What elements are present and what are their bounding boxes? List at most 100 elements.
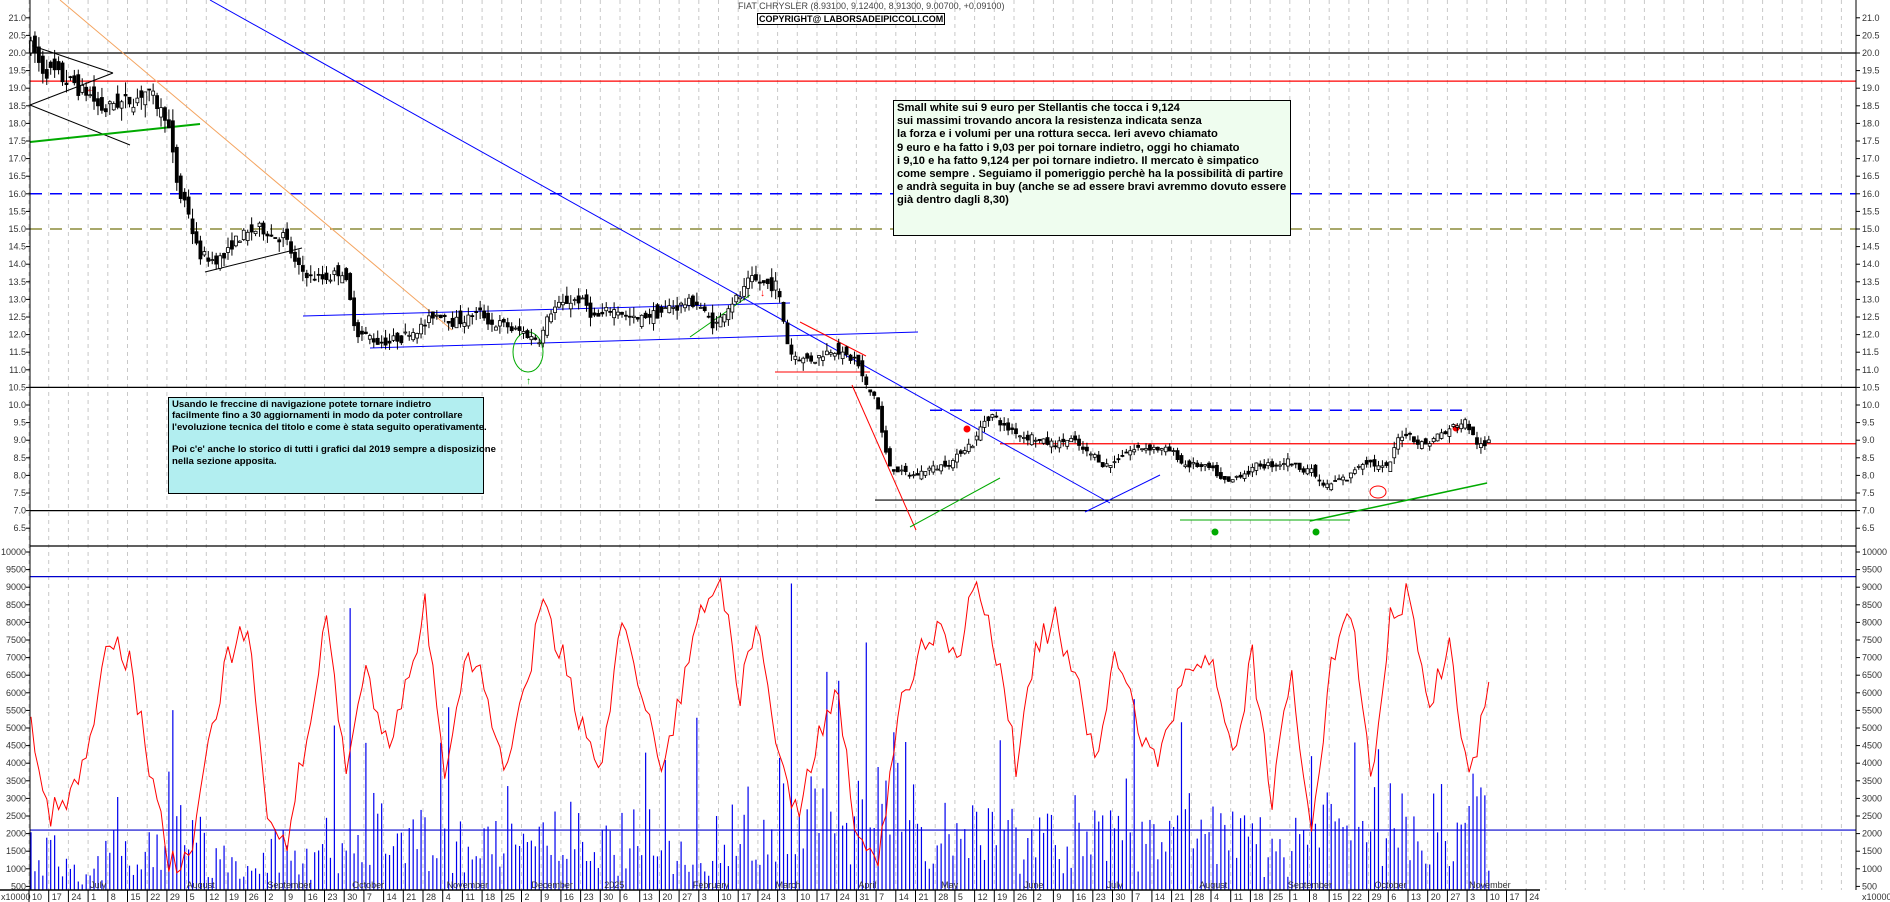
candle-down [163, 107, 167, 121]
candle-up [568, 302, 573, 310]
price-tick-left: 14.0 [8, 259, 26, 269]
candle-down [1195, 462, 1200, 467]
candle-down [423, 324, 427, 327]
volume-tick-right: 6000 [1862, 688, 1882, 698]
candle-up [970, 445, 975, 449]
candle-up [1128, 450, 1133, 456]
copyright-label: COPYRIGHT@ LABORSADEIPICCOLI.COM [757, 13, 946, 25]
candle-up [561, 301, 565, 306]
note-line: Poi c'e' anche lo storico di tutti i gra… [172, 444, 496, 456]
date-label: 18 [1253, 892, 1263, 902]
note-line: e andrà seguita in buy (anche se ad esse… [897, 181, 1287, 194]
candle-up [332, 270, 337, 275]
note-line: sui massimi trovando ancora la resistenz… [897, 115, 1202, 128]
price-tick-right: 18.5 [1862, 101, 1880, 111]
orange-trend-line [59, 0, 453, 331]
candle-down [33, 35, 37, 53]
date-label: 20 [662, 892, 672, 902]
candle-down [206, 257, 211, 262]
candle-down [836, 342, 841, 355]
date-label: 8 [1313, 892, 1318, 902]
candle-down [675, 305, 680, 311]
volume-tick-right: 5000 [1862, 723, 1882, 733]
month-label: July [90, 880, 107, 890]
arrow-down-red-icon: ↓ [760, 288, 765, 299]
candle-up [738, 296, 743, 300]
trendlines: ↓ ↑ ← [29, 0, 1488, 536]
candle-down [592, 312, 597, 316]
candle-up [821, 356, 825, 361]
candle-up [671, 306, 676, 309]
price-tick-left: 16.5 [8, 171, 26, 181]
price-tick-right: 10.5 [1862, 382, 1880, 392]
candle-down [155, 95, 159, 109]
date-label: 23 [584, 892, 594, 902]
date-label: 24 [1529, 892, 1539, 902]
candle-down [1222, 476, 1227, 480]
date-label: 2 [268, 892, 273, 902]
candle-up [1380, 465, 1385, 468]
candle-up [1431, 438, 1436, 443]
candle-down [293, 251, 297, 262]
candle-up [667, 305, 672, 314]
candle-down [1321, 482, 1326, 486]
date-label: 16 [564, 892, 574, 902]
month-label: September [267, 880, 311, 890]
candle-down [1053, 445, 1058, 448]
candle-down [525, 330, 530, 339]
price-tick-left: 13.5 [8, 277, 26, 287]
candle-down [1081, 446, 1085, 450]
candle-down [363, 331, 368, 334]
chart-frame [0, 0, 1857, 891]
date-label: 18 [485, 892, 495, 902]
candle-down [1061, 438, 1066, 443]
date-label: 24 [761, 892, 771, 902]
candle-down [371, 338, 376, 343]
candle-down [694, 301, 699, 306]
date-label: 14 [899, 892, 909, 902]
month-label: July [1107, 880, 1124, 890]
candle-down [194, 231, 199, 244]
volume-tick-left: 3500 [6, 776, 26, 786]
navigation-note: Usando le freccine di navigazione potete… [168, 397, 496, 494]
candle-down [765, 278, 770, 284]
candle-down [1293, 462, 1298, 465]
date-label: 14 [387, 892, 397, 902]
candle-down [60, 62, 65, 83]
volume-tick-right: 1500 [1862, 846, 1882, 856]
candle-down [360, 330, 364, 335]
candle-down [352, 297, 356, 327]
candle-up [639, 314, 644, 327]
candle-down [261, 222, 266, 235]
volume-tick-left: 8500 [6, 600, 26, 610]
price-tick-right: 19.5 [1862, 66, 1880, 76]
candle-up [131, 106, 136, 113]
volume-tick-right: 8500 [1862, 600, 1882, 610]
date-label: 3 [781, 892, 786, 902]
candle-down [100, 97, 104, 111]
date-label: 6 [1391, 892, 1396, 902]
date-label: 16 [1076, 892, 1086, 902]
volume-tick-right: 2500 [1862, 811, 1882, 821]
candle-up [1065, 439, 1070, 447]
candle-down [222, 253, 226, 259]
candle-down [600, 311, 605, 315]
candle-down [265, 233, 270, 237]
volume-tick-left: 5000 [6, 723, 26, 733]
date-label: 31 [859, 892, 869, 902]
volume-tick-left: 6500 [6, 670, 26, 680]
candle-down [943, 460, 947, 467]
candle-up [407, 334, 412, 337]
candle-down [379, 341, 384, 344]
candle-up [1163, 446, 1168, 453]
candle-up [663, 307, 668, 310]
candle-down [1199, 464, 1204, 468]
candle-up [722, 314, 727, 323]
candle-up [328, 279, 333, 282]
month-label: April [858, 880, 876, 890]
candle-down [103, 108, 108, 113]
date-label: 26 [1017, 892, 1027, 902]
candle-down [383, 337, 388, 346]
triangle-bottom [29, 104, 131, 146]
candle-down [1014, 428, 1018, 435]
